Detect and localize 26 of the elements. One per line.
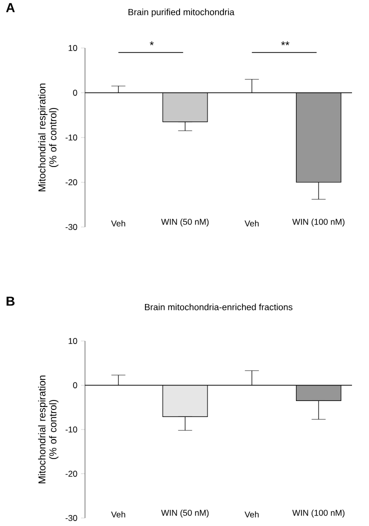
y-tick-label: 10 <box>68 338 78 344</box>
y-tick-label: 0 <box>73 382 78 388</box>
text: A <box>6 3 15 12</box>
y-axis-title: Mitochondrial respiration (% of control) <box>38 376 58 484</box>
text: * <box>150 41 154 46</box>
y-tick-label: -10 <box>66 134 78 140</box>
y-tick-label: 0 <box>73 90 78 96</box>
x-tick-label: WIN (100 nM) <box>292 218 344 226</box>
x-tick-label: WIN (50 nM) <box>161 510 209 518</box>
y-tick-label: -20 <box>66 470 78 477</box>
chart-title: Brain mitochondria-enriched fractions <box>144 304 292 310</box>
y-tick-label: -30 <box>66 515 78 521</box>
x-tick-label: Veh <box>244 220 259 226</box>
x-tick-label: Veh <box>111 511 126 518</box>
y-tick-label: -20 <box>66 179 78 186</box>
chart-title: Brain purified mitochondria <box>128 8 234 18</box>
x-tick-label: WIN (50 nM) <box>161 218 209 226</box>
y-tick-label: -30 <box>66 224 78 230</box>
y-tick-label: 10 <box>68 45 78 51</box>
x-tick-label: Veh <box>111 220 126 226</box>
text: ** <box>281 41 290 46</box>
x-tick-label: WIN (100 nM) <box>292 510 344 518</box>
text: B <box>6 296 15 306</box>
x-tick-label: Veh <box>244 511 259 518</box>
y-tick-label: -10 <box>66 426 78 432</box>
y-axis-title: Mitochondrial respiration (% of control) <box>38 84 58 192</box>
